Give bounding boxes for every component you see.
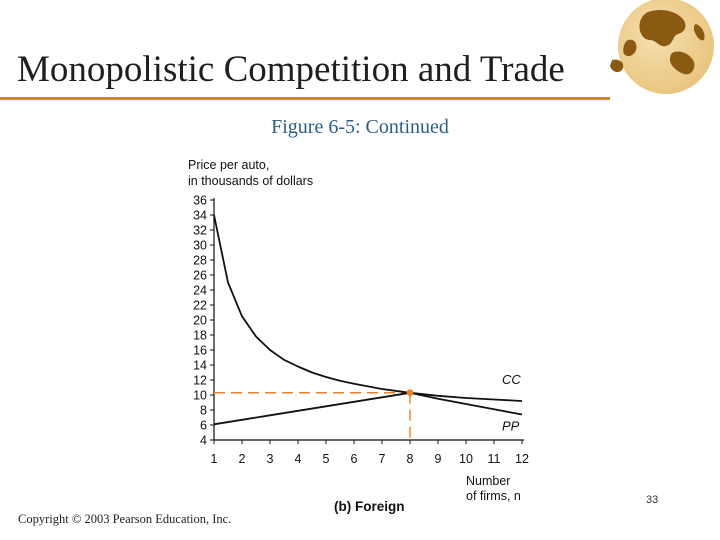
y-tick-label: 22 xyxy=(193,299,207,313)
x-axis-label: of firms, n xyxy=(466,489,521,503)
y-tick-label: 30 xyxy=(193,239,207,253)
y-tick-label: 8 xyxy=(200,404,207,418)
x-tick-label: 7 xyxy=(379,452,386,466)
x-tick-label: 2 xyxy=(239,452,246,466)
series-line-pp xyxy=(213,391,523,426)
y-tick-label: 32 xyxy=(193,224,207,238)
y-tick-label: 6 xyxy=(200,419,207,433)
y-axis-label: in thousands of dollars xyxy=(188,174,313,188)
y-tick-label: 28 xyxy=(193,254,207,268)
x-tick-label: 4 xyxy=(295,452,302,466)
x-tick-label: 1 xyxy=(211,452,218,466)
series-label-pp: PP xyxy=(502,419,520,434)
y-tick-label: 36 xyxy=(193,194,207,208)
x-tick-label: 9 xyxy=(435,452,442,466)
y-axis-label: Price per auto, xyxy=(188,158,269,172)
figure-caption: Figure 6-5: Continued xyxy=(271,116,449,138)
y-tick-label: 16 xyxy=(193,344,207,358)
x-tick-label: 5 xyxy=(323,452,330,466)
panel-label: (b) Foreign xyxy=(334,499,405,514)
title-divider xyxy=(0,97,610,100)
slide-title: Monopolistic Competition and Trade xyxy=(17,49,565,90)
y-tick-label: 10 xyxy=(193,389,207,403)
globe-icon xyxy=(610,0,714,94)
series-label-cc: CC xyxy=(502,372,521,387)
equilibrium-point xyxy=(406,389,414,397)
y-tick-label: 4 xyxy=(200,434,207,448)
y-tick-label: 12 xyxy=(193,374,207,388)
x-tick-label: 10 xyxy=(459,452,473,466)
y-tick-label: 20 xyxy=(193,314,207,328)
y-tick-label: 18 xyxy=(193,329,207,343)
x-tick-label: 8 xyxy=(407,452,414,466)
y-tick-label: 14 xyxy=(193,359,207,373)
page-number: 33 xyxy=(646,494,659,506)
y-tick-label: 26 xyxy=(193,269,207,283)
y-tick-label: 24 xyxy=(193,284,207,298)
x-axis-label: Number xyxy=(466,474,510,488)
series-line-cc xyxy=(213,214,523,402)
x-tick-label: 12 xyxy=(515,452,529,466)
x-tick-label: 3 xyxy=(267,452,274,466)
x-tick-label: 11 xyxy=(488,452,501,466)
copyright-notice: Copyright © 2003 Pearson Education, Inc. xyxy=(18,512,232,526)
x-tick-label: 6 xyxy=(351,452,358,466)
y-tick-label: 34 xyxy=(193,209,207,223)
